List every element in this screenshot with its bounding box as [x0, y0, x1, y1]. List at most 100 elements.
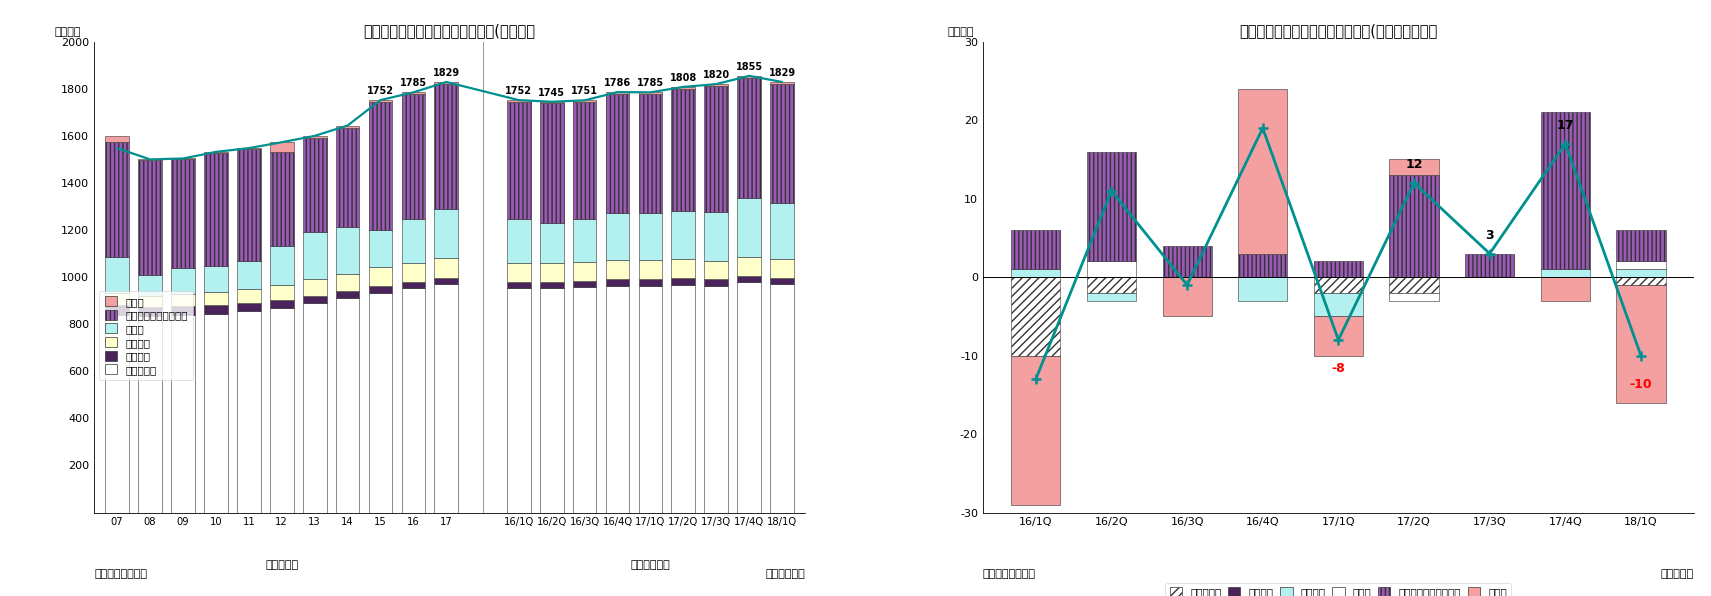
Bar [270, 142, 294, 152]
Bar [435, 209, 459, 258]
Bar [737, 77, 761, 198]
Bar [106, 305, 128, 315]
Bar [236, 303, 260, 311]
Bar [106, 315, 128, 513]
Title: （図表１）　家計の金融資産残高(グロス）: （図表１） 家計の金融資産残高(グロス） [364, 23, 536, 38]
Bar [1314, 262, 1364, 277]
Bar [770, 203, 794, 259]
Bar [303, 136, 327, 138]
Text: 12: 12 [1405, 158, 1424, 171]
Bar [1239, 254, 1287, 277]
Legend: 現金・預金, 債務証券, 投資信託, 株式等, 保険・年金・定額保証, その他: 現金・預金, 債務証券, 投資信託, 株式等, 保険・年金・定額保証, その他 [1165, 583, 1511, 596]
Bar [204, 266, 228, 292]
Text: 1785: 1785 [636, 78, 664, 88]
Bar [139, 306, 163, 316]
Bar [1086, 293, 1136, 300]
Bar [638, 213, 662, 260]
Bar [139, 316, 163, 513]
Bar [270, 308, 294, 513]
Text: -10: -10 [1629, 378, 1653, 391]
Bar [435, 82, 459, 84]
Bar [335, 274, 359, 291]
Bar [1239, 277, 1287, 300]
Bar [236, 311, 260, 513]
Bar [204, 305, 228, 313]
Bar [171, 294, 195, 306]
Bar [270, 300, 294, 308]
Bar [1540, 277, 1590, 300]
Bar [770, 284, 794, 513]
Bar [335, 128, 359, 226]
Bar [705, 84, 729, 86]
Bar [1389, 293, 1439, 300]
Bar [705, 280, 729, 286]
Bar [539, 263, 563, 282]
Bar [1239, 89, 1287, 254]
Text: 17: 17 [1557, 119, 1574, 132]
Bar [106, 257, 128, 293]
Bar [606, 213, 630, 260]
Bar [638, 286, 662, 513]
Text: 1786: 1786 [604, 78, 631, 88]
Bar [106, 136, 128, 142]
Bar [303, 296, 327, 303]
Bar [539, 224, 563, 263]
Text: （資料）日本銀行: （資料）日本銀行 [94, 569, 147, 579]
Bar [506, 263, 530, 282]
Bar [139, 275, 163, 296]
Bar [204, 152, 228, 153]
Bar [606, 280, 630, 286]
Text: （資料）日本銀行: （資料）日本銀行 [982, 569, 1035, 579]
Bar [335, 226, 359, 274]
Text: （兆円）: （兆円） [948, 27, 974, 37]
Bar [1162, 246, 1211, 277]
Bar [506, 282, 530, 288]
Text: -8: -8 [1331, 362, 1345, 375]
Bar [1086, 277, 1136, 293]
Bar [106, 293, 128, 305]
Bar [402, 94, 426, 219]
Bar [671, 278, 695, 285]
Bar [573, 262, 597, 281]
Bar [1086, 151, 1136, 262]
Bar [171, 159, 195, 268]
Bar [671, 285, 695, 513]
Bar [737, 198, 761, 257]
Bar [539, 102, 563, 103]
Text: 1855: 1855 [736, 61, 763, 72]
Bar [335, 291, 359, 299]
Bar [368, 293, 392, 513]
Bar [1617, 230, 1665, 262]
Bar [402, 282, 426, 288]
Bar [204, 313, 228, 513]
Bar [638, 280, 662, 286]
Bar [1540, 112, 1590, 269]
Text: （兆円）: （兆円） [55, 27, 82, 37]
Bar [705, 286, 729, 513]
Bar [368, 100, 392, 101]
Text: 3: 3 [1485, 229, 1494, 242]
Bar [204, 292, 228, 305]
Bar [506, 102, 530, 219]
Bar [606, 92, 630, 94]
Bar [335, 299, 359, 513]
Bar [335, 126, 359, 128]
Bar [506, 100, 530, 102]
Text: 1829: 1829 [433, 68, 460, 77]
Bar [402, 263, 426, 282]
Legend: その他, 保険・年金・定額保証, 株式等, 投資信託, 債務証券, 現金・預金: その他, 保険・年金・定額保証, 株式等, 投資信託, 債務証券, 現金・預金 [99, 291, 193, 380]
Bar [368, 286, 392, 293]
Bar [303, 232, 327, 279]
Bar [1011, 269, 1061, 277]
Bar [402, 92, 426, 94]
Bar [303, 279, 327, 296]
Bar [139, 296, 163, 306]
Bar [638, 94, 662, 213]
Bar [1086, 262, 1136, 277]
Bar [106, 142, 128, 257]
Text: （四半期）: （四半期） [1661, 569, 1694, 579]
Bar [671, 89, 695, 211]
Bar [573, 100, 597, 103]
Bar [368, 230, 392, 268]
Bar [270, 246, 294, 285]
